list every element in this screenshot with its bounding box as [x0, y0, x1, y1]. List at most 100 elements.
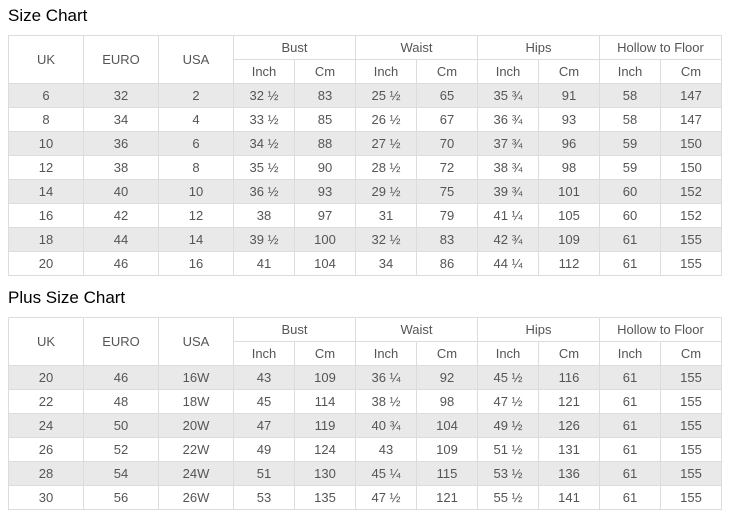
table-cell: 104 — [294, 251, 356, 276]
table-cell: 115 — [416, 461, 478, 486]
table-cell: 55 ½ — [477, 485, 539, 510]
table-cell: 8 — [8, 107, 84, 132]
header-unit-row: Inch Cm Inch Cm Inch Cm Inch Cm — [9, 59, 722, 84]
table-cell: 43 — [233, 365, 295, 390]
unit-header: Cm — [294, 341, 356, 366]
plus-size-chart-body: 20 46 16W 43 109 36 ¼ 92 45 ½ 116 61 155 22 48 18W 45 1… — [8, 365, 722, 510]
table-cell: 93 — [538, 107, 600, 132]
table-cell: 38 ½ — [355, 389, 417, 414]
column-group-header: EURO — [83, 317, 159, 366]
table-cell: 121 — [416, 485, 478, 510]
column-group-header: USA — [158, 317, 234, 366]
table-cell: 155 — [660, 461, 722, 486]
table-cell: 112 — [538, 251, 600, 276]
table-cell: 155 — [660, 365, 722, 390]
table-cell: 29 ½ — [355, 179, 417, 204]
table-cell: 18W — [158, 389, 234, 414]
unit-header: Cm — [416, 59, 478, 84]
table-cell: 12 — [158, 203, 234, 228]
table-cell: 20W — [158, 413, 234, 438]
table-cell: 33 ½ — [233, 107, 295, 132]
table-cell: 70 — [416, 131, 478, 156]
table-cell: 119 — [294, 413, 356, 438]
table-cell: 114 — [294, 389, 356, 414]
size-chart-header: UK EURO USA Bust Waist Hips Hollow to Floor Inc… — [8, 35, 722, 84]
header-group-row: UK EURO USA Bust Waist Hips Hollow to Floor — [8, 35, 722, 84]
table-cell: 75 — [416, 179, 478, 204]
column-group-header: Bust — [233, 317, 356, 342]
table-cell: 47 — [233, 413, 295, 438]
table-cell: 136 — [538, 461, 600, 486]
table-cell: 61 — [599, 437, 661, 462]
table-cell: 59 — [599, 131, 661, 156]
table-cell: 38 ¾ — [477, 155, 539, 180]
table-cell: 50 — [83, 413, 159, 438]
table-cell: 155 — [660, 389, 722, 414]
table-cell: 49 — [233, 437, 295, 462]
table-cell: 34 ½ — [233, 131, 295, 156]
table-cell: 40 ¾ — [355, 413, 417, 438]
table-cell: 34 — [355, 251, 417, 276]
table-cell: 124 — [294, 437, 356, 462]
table-cell: 65 — [416, 83, 478, 108]
table-cell: 30 — [8, 485, 84, 510]
table-cell: 59 — [599, 155, 661, 180]
plus-size-chart-table: UK EURO USA Bust Waist Hips Hollow to Floor Inc… — [8, 317, 722, 510]
unit-header: Inch — [599, 59, 661, 84]
table-cell: 41 — [233, 251, 295, 276]
table-cell: 22W — [158, 437, 234, 462]
unit-header: Cm — [294, 59, 356, 84]
column-group-header: Hips — [477, 35, 600, 60]
table-cell: 147 — [660, 83, 722, 108]
table-cell: 10 — [158, 179, 234, 204]
table-cell: 150 — [660, 131, 722, 156]
unit-header: Cm — [416, 341, 478, 366]
size-chart-body: 6 32 2 32 ½ 83 25 ½ 65 35 ¾ 91 58 147 8 34 4 33 ½ 85 26 … — [8, 83, 722, 276]
table-cell: 20 — [8, 365, 84, 390]
table-cell: 37 ¾ — [477, 131, 539, 156]
table-cell: 72 — [416, 155, 478, 180]
table-cell: 42 ¾ — [477, 227, 539, 252]
unit-header: Inch — [477, 341, 539, 366]
unit-header: Inch — [233, 59, 295, 84]
table-row: 8 34 4 33 ½ 85 26 ½ 67 36 ¾ 93 58 147 — [8, 107, 722, 132]
table-cell: 155 — [660, 413, 722, 438]
table-cell: 83 — [294, 83, 356, 108]
table-cell: 91 — [538, 83, 600, 108]
table-cell: 61 — [599, 251, 661, 276]
column-group-header: Waist — [355, 317, 478, 342]
table-row: 28 54 24W 51 130 45 ¼ 115 53 ½ 136 61 155 — [8, 461, 722, 486]
unit-header: Cm — [660, 59, 722, 84]
table-cell: 104 — [416, 413, 478, 438]
table-cell: 16 — [158, 251, 234, 276]
table-row: 10 36 6 34 ½ 88 27 ½ 70 37 ¾ 96 59 150 — [8, 131, 722, 156]
plus-size-chart-header: UK EURO USA Bust Waist Hips Hollow to Floor Inc… — [8, 317, 722, 366]
table-cell: 36 ¾ — [477, 107, 539, 132]
table-cell: 126 — [538, 413, 600, 438]
table-cell: 135 — [294, 485, 356, 510]
table-cell: 46 — [83, 365, 159, 390]
table-cell: 147 — [660, 107, 722, 132]
column-group-header: Waist — [355, 35, 478, 60]
table-cell: 40 — [83, 179, 159, 204]
table-cell: 96 — [538, 131, 600, 156]
table-cell: 35 ¾ — [477, 83, 539, 108]
table-cell: 131 — [538, 437, 600, 462]
table-cell: 105 — [538, 203, 600, 228]
table-cell: 38 — [83, 155, 159, 180]
table-cell: 18 — [8, 227, 84, 252]
table-cell: 12 — [8, 155, 84, 180]
size-chart-page: Size Chart UK EURO USA Bust Waist Hips Hollow … — [8, 6, 722, 510]
table-cell: 85 — [294, 107, 356, 132]
table-cell: 116 — [538, 365, 600, 390]
table-cell: 54 — [83, 461, 159, 486]
table-cell: 24 — [8, 413, 84, 438]
column-group-header: Bust — [233, 35, 356, 60]
unit-header: Inch — [477, 59, 539, 84]
table-cell: 16 — [8, 203, 84, 228]
table-cell: 61 — [599, 485, 661, 510]
column-group-header: USA — [158, 35, 234, 84]
column-group-header: Hips — [477, 317, 600, 342]
table-cell: 52 — [83, 437, 159, 462]
table-cell: 28 — [8, 461, 84, 486]
